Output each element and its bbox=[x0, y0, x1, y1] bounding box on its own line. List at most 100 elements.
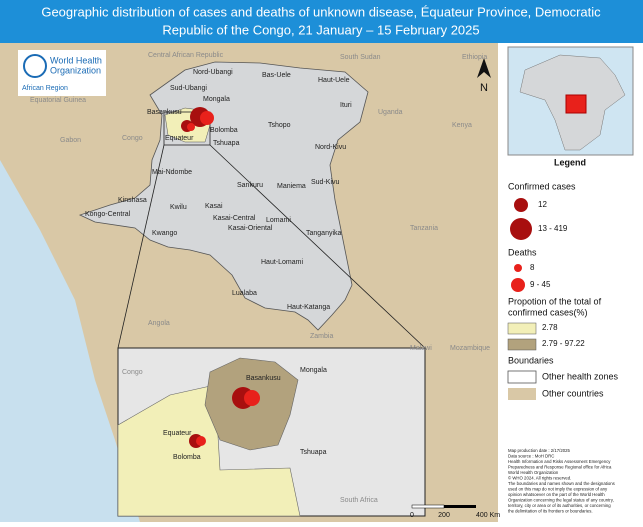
footnote: World Health Organization bbox=[508, 470, 559, 475]
legend-swatch bbox=[508, 388, 536, 400]
footnote: the delimitation of its frontiers or bou… bbox=[508, 509, 593, 514]
inset-label: Basankusu bbox=[246, 375, 281, 382]
province-label: Kwilu bbox=[170, 204, 187, 211]
province-label: Bolomba bbox=[210, 127, 238, 134]
province-label: Ituri bbox=[340, 102, 352, 109]
province-label: Bas-Uele bbox=[262, 72, 291, 79]
footnote: opinion whatsoever on the part of the Wo… bbox=[508, 492, 605, 497]
logo-region: African Region bbox=[22, 85, 68, 92]
province-label: Kinshasa bbox=[118, 197, 147, 204]
province-label: Tanganyika bbox=[306, 230, 342, 237]
province-label: Kongo-Central bbox=[85, 211, 131, 218]
scale-label: 0 bbox=[410, 512, 414, 519]
legend-swatch bbox=[507, 370, 537, 384]
footnote: Map production date : 2/17/2025 bbox=[508, 448, 570, 453]
inset-label: Bolomba bbox=[173, 454, 201, 461]
footnote: © WHO 2024. All rights reserved. bbox=[508, 476, 571, 481]
legend-item: 13 - 419 bbox=[538, 224, 568, 233]
locator-drc bbox=[565, 94, 587, 114]
footnote: Organization concerning the legal status… bbox=[508, 498, 614, 503]
legend-symbol bbox=[510, 218, 532, 240]
province-label: Haut-Uele bbox=[318, 77, 350, 84]
footnote: used on this map do not imply the expres… bbox=[508, 487, 608, 492]
country-label: South Sudan bbox=[340, 54, 381, 61]
province-label: Tshuapa bbox=[213, 140, 240, 147]
province-label: Kasai bbox=[205, 203, 223, 210]
province-label: Equateur bbox=[165, 135, 194, 142]
legend-heading: Deaths bbox=[508, 247, 537, 257]
logo-emblem bbox=[23, 54, 47, 78]
province-label: Sankuru bbox=[237, 182, 263, 189]
legend-swatch bbox=[507, 322, 537, 335]
title-bar bbox=[0, 0, 643, 43]
north-arrow bbox=[477, 58, 491, 78]
legend-symbol bbox=[514, 264, 522, 272]
inset-equateur bbox=[117, 384, 301, 517]
province-label: Kasai-Central bbox=[213, 215, 256, 222]
province-label: Kwango bbox=[152, 230, 177, 237]
country-label: Malawi bbox=[410, 345, 432, 352]
scale-bar bbox=[411, 504, 445, 509]
death-marker bbox=[196, 436, 206, 446]
legend-heading: Boundaries bbox=[508, 355, 554, 365]
province-label: Nord-Kivu bbox=[315, 144, 346, 151]
country-label: Central African Republic bbox=[148, 52, 224, 59]
legend-symbol bbox=[514, 198, 528, 212]
province-label: Sud-Ubangi bbox=[170, 85, 207, 92]
death-marker bbox=[187, 123, 195, 131]
country-label: Gabon bbox=[60, 137, 81, 144]
province-label: Basankusu bbox=[147, 109, 182, 116]
province-label: Kasai-Oriental bbox=[228, 225, 273, 232]
legend-item: Other countries bbox=[542, 388, 604, 398]
inset-label: Mongala bbox=[300, 367, 327, 374]
legend-item: 12 bbox=[538, 200, 547, 209]
zoom-box bbox=[163, 111, 211, 146]
legend-heading: Propotion of the total of bbox=[508, 296, 602, 306]
legend-item: 2.79 - 97.22 bbox=[542, 339, 585, 348]
scale-label: 200 bbox=[438, 512, 450, 519]
legend-heading: Confirmed cases bbox=[508, 181, 576, 191]
logo-text: World Health bbox=[50, 55, 102, 65]
legend-swatch bbox=[507, 338, 537, 351]
north-label: N bbox=[480, 82, 488, 94]
country-label: Mozambique bbox=[450, 345, 490, 352]
province-label: Lomami bbox=[266, 217, 291, 224]
legend-heading: confirmed cases(%) bbox=[508, 307, 588, 317]
province-label: Sud-Kivu bbox=[311, 179, 340, 186]
province-label: Lualaba bbox=[232, 290, 257, 297]
legend-item: 2.78 bbox=[542, 323, 558, 332]
zoom-line bbox=[209, 144, 426, 349]
province-label: Mongala bbox=[203, 96, 230, 103]
inset-label: Congo bbox=[122, 369, 143, 376]
title: Geographic distribution of cases and dea… bbox=[41, 4, 601, 19]
drc-outline bbox=[78, 61, 369, 331]
province-label: Maniema bbox=[277, 183, 306, 190]
logo-text: Organization bbox=[50, 65, 101, 75]
footnote: Preparedness and Response Regional offic… bbox=[508, 465, 612, 470]
legend-symbol bbox=[511, 278, 525, 292]
country-label: Ethiopia bbox=[462, 54, 487, 61]
legend-title: Legend bbox=[554, 157, 586, 167]
province-label: Mai-Ndombe bbox=[152, 169, 192, 176]
scale-bar bbox=[444, 505, 476, 508]
zoom-line bbox=[117, 144, 165, 349]
footnote: Health Information and Risks Assessment … bbox=[508, 459, 611, 464]
country-label: Equatorial Guinea bbox=[30, 97, 86, 104]
country-label: Zambia bbox=[310, 333, 333, 340]
province-label: Haut-Lomami bbox=[261, 259, 303, 266]
legend-item: 9 - 45 bbox=[530, 280, 551, 289]
footnote: territory, city or area or of its author… bbox=[508, 503, 611, 508]
country-label: Congo bbox=[122, 135, 143, 142]
scale-label: 400 Km bbox=[476, 512, 500, 519]
logo-box bbox=[18, 50, 106, 96]
legend-item: 8 bbox=[530, 263, 535, 272]
province-label: Haut-Katanga bbox=[287, 304, 330, 311]
death-marker bbox=[200, 111, 214, 125]
province-label: Tshopo bbox=[268, 122, 291, 129]
province-label: Nord-Ubangi bbox=[193, 69, 233, 76]
legend-item: Other health zones bbox=[542, 371, 619, 381]
country-label: Uganda bbox=[378, 109, 403, 116]
death-marker bbox=[244, 390, 260, 406]
ocean bbox=[0, 160, 140, 522]
